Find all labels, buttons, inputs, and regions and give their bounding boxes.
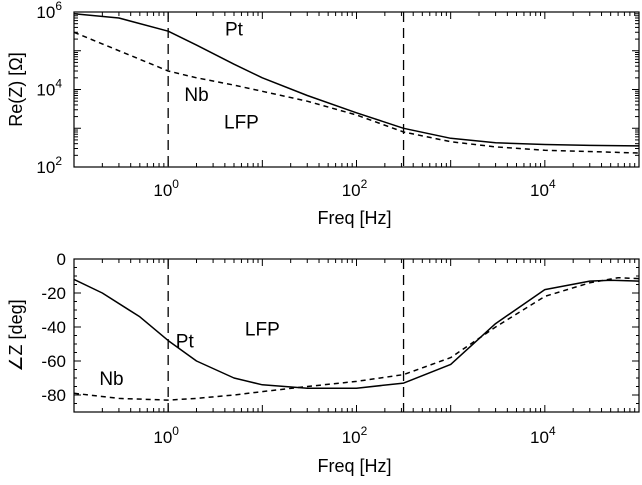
annotation-nb: Nb [184,85,208,106]
x-tick-label: 102 [342,424,368,447]
x-tick-label: 104 [530,424,556,447]
series-line-solid [74,13,639,147]
y-tick-label: 102 [36,154,62,177]
annotation-nb: Nb [99,369,123,390]
x-tick-label: 104 [530,177,556,200]
chart-panel-0: 100 102 104 102 104 106 Freq [Hz] Re(Z) [Ω] Pt Nb… [6,0,640,228]
annotation-lfp: LFP [224,112,259,133]
annotation-pt: Pt [225,19,244,40]
series-line-solid [74,278,639,389]
x-tick-label: 100 [153,424,179,447]
y-tick-label: -60 [41,352,66,371]
annotation-lfp: LFP [245,320,280,341]
y-axis-label: ∠Z [deg] [6,299,26,371]
y-tick-label: 106 [36,0,62,22]
plot-frame [73,11,640,168]
x-axis-label: Freq [Hz] [317,456,391,476]
y-tick-label: -80 [41,386,66,405]
plot-frame [73,258,640,413]
y-tick-label: 0 [57,250,66,269]
x-tick-label: 100 [153,177,179,200]
x-tick-label: 102 [342,177,368,200]
series-line-dashed [74,31,639,154]
y-axis-label: Re(Z) [Ω] [6,52,26,126]
y-tick-label: -40 [41,318,66,337]
annotation-pt: Pt [176,331,195,352]
x-axis-label: Freq [Hz] [317,208,391,228]
y-tick-label: -20 [41,284,66,303]
y-tick-label: 104 [36,77,62,100]
chart-panel-1: 100 102 104 0 -20 -40 -60 -80 Freq [Hz] ∠Z [deg] P… [6,250,640,476]
series-line-dashed [74,276,639,401]
